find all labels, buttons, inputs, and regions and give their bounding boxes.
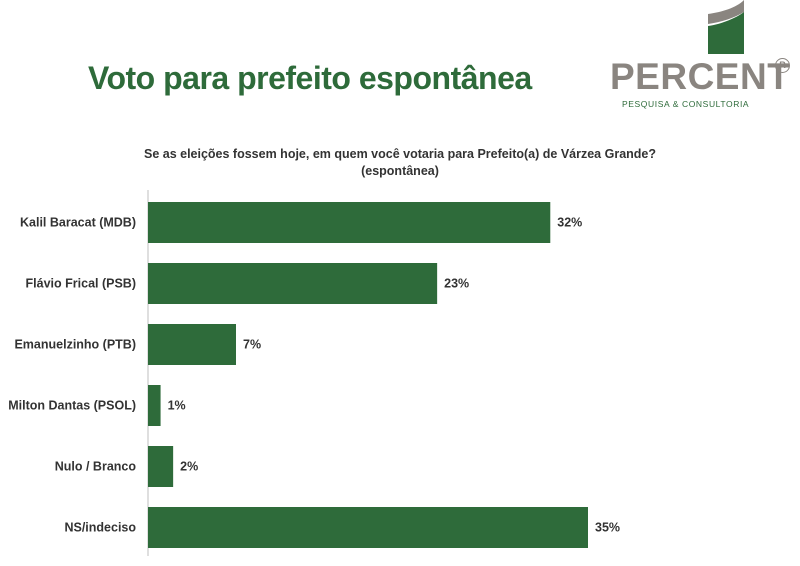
data-label: 32%: [557, 216, 582, 230]
bar: [148, 324, 236, 365]
bar: [148, 446, 174, 487]
data-label: 1%: [168, 399, 186, 413]
category-label: Emanuelzinho (PTB): [14, 338, 136, 352]
data-label: 35%: [595, 521, 620, 535]
category-label: Kalil Baracat (MDB): [20, 216, 136, 230]
bar: [148, 507, 588, 548]
category-label: Flávio Frical (PSB): [26, 277, 136, 291]
registered-icon: R: [775, 58, 790, 73]
bar: [148, 385, 161, 426]
data-label: 7%: [243, 338, 261, 352]
data-label: 23%: [444, 277, 469, 291]
percent-logo: PERCENT R PESQUISA & CONSULTORIA: [600, 0, 800, 120]
category-label: Nulo / Branco: [55, 460, 137, 474]
chart-title: Se as eleições fossem hoje, em quem você…: [143, 147, 657, 161]
bar: [148, 263, 438, 304]
category-label: Milton Dantas (PSOL): [8, 399, 136, 413]
logo-tagline: PESQUISA & CONSULTORIA: [622, 99, 750, 109]
data-label: 2%: [180, 460, 198, 474]
logo-mark-icon: [708, 0, 744, 54]
chart-question: Se as eleições fossem hoje, em quem você…: [40, 146, 760, 180]
logo-wordmark: PERCENT: [610, 56, 791, 97]
bar: [148, 202, 551, 243]
category-label: NS/indeciso: [64, 521, 136, 535]
bar-chart: Kalil Baracat (MDB) 32% Flávio Frical (PSB…: [8, 190, 620, 556]
page-title: Voto para prefeito espontânea: [88, 60, 532, 96]
chart-subtitle: (espontânea): [361, 164, 439, 178]
